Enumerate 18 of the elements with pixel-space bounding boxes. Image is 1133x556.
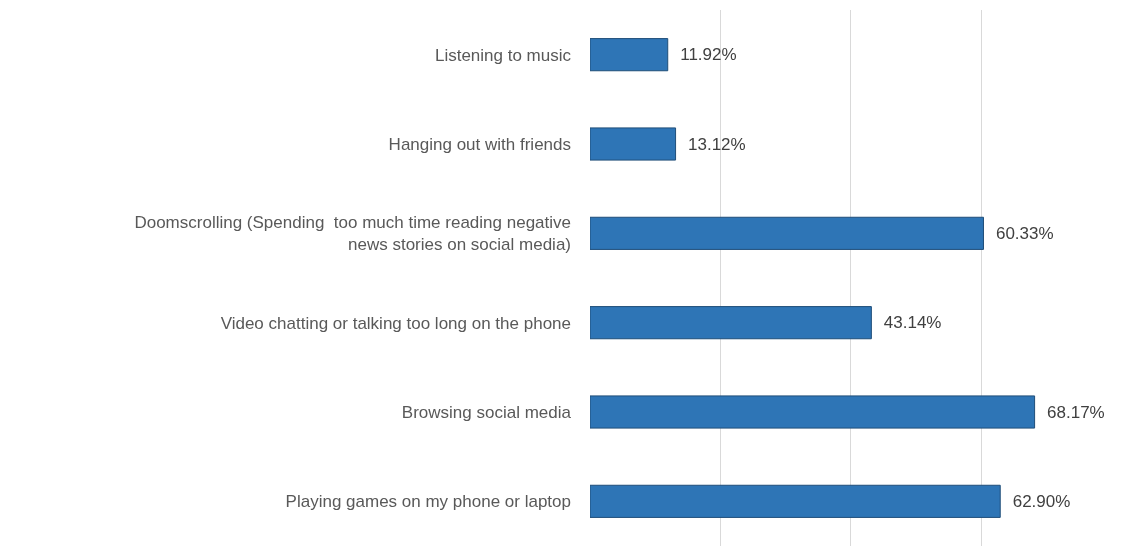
y-tick-label: Video chatting or talking too long on the phone: [220, 313, 571, 333]
data-label: 60.33%: [986, 223, 1054, 243]
bar: [590, 306, 872, 340]
data-label: 62.90%: [1003, 491, 1071, 511]
bar: [590, 216, 984, 250]
bar: [590, 127, 677, 161]
data-label: 11.92%: [670, 45, 737, 65]
y-tick-label: Hanging out with friends: [388, 134, 571, 154]
bar: [590, 484, 1001, 518]
y-tick-label: Doomscrolling (Spending too much time reading negative news stories on social media): [134, 213, 571, 255]
bar: [590, 38, 669, 72]
data-label: 43.14%: [874, 313, 942, 333]
y-tick-label: Listening to music: [434, 45, 572, 65]
y-tick-label: Playing games on my phone or laptop: [285, 492, 571, 512]
data-label: 13.12%: [678, 134, 746, 154]
bar: [590, 395, 1036, 429]
y-tick-label: Browsing social media: [401, 402, 572, 422]
data-label: 68.17%: [1037, 402, 1105, 422]
